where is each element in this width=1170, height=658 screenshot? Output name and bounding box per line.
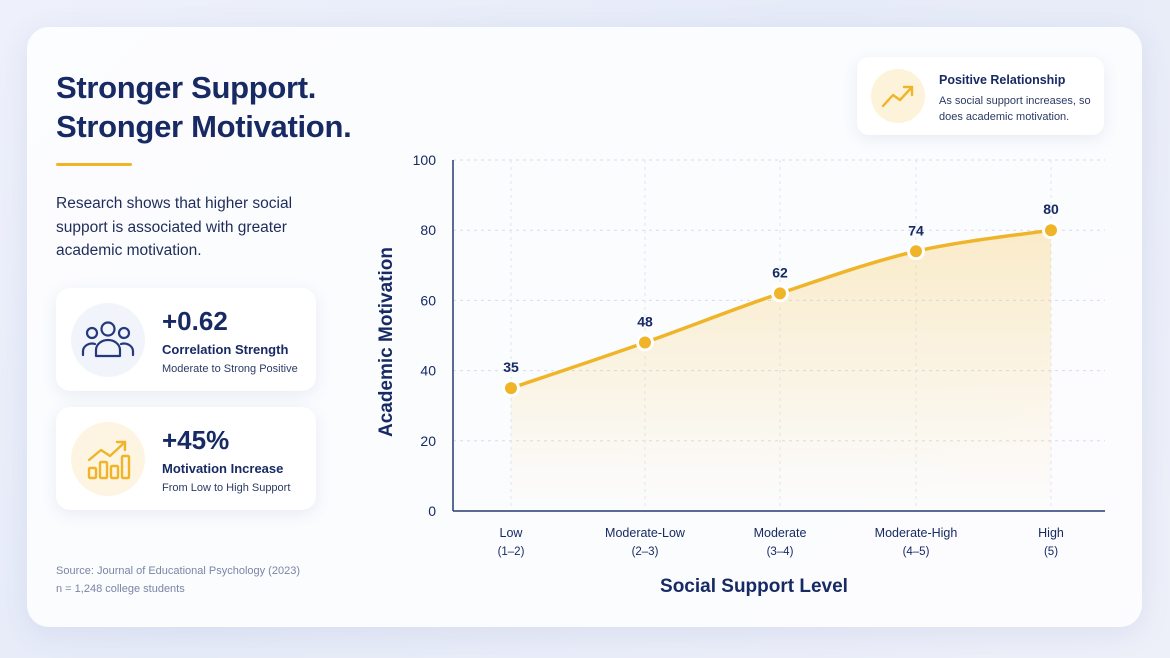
area-fill [511,230,1051,511]
people-icon [71,303,145,377]
data-point [907,242,925,261]
y-tick-label: 40 [420,363,436,379]
data-label: 62 [772,264,788,280]
callout-text: As social support increases, so does aca… [939,95,1091,123]
headline: Stronger Support. Stronger Motivation. [56,68,352,146]
y-tick-label: 0 [428,503,436,519]
x-axis-title: Social Support Level [660,576,848,597]
stat-label: Motivation Increase [162,461,284,476]
stat-value: +0.62 [162,306,228,336]
x-tick-sublabel: (4–5) [903,546,930,558]
y-tick-label: 60 [420,292,436,308]
x-tick-label: Moderate-Low [605,526,686,540]
trend-up-icon [871,69,925,123]
data-label: 48 [637,314,653,330]
x-tick-sublabel: (3–4) [767,546,794,558]
stat-label: Correlation Strength [162,342,289,357]
stat-sublabel: From Low to High Support [162,482,291,494]
source-citation: Source: Journal of Educational Psycholog… [56,565,300,577]
data-label: 80 [1043,201,1059,217]
headline-line-1: Stronger Support. [56,70,317,105]
x-tick-label: High [1038,526,1064,540]
stat-sublabel: Moderate to Strong Positive [162,363,298,375]
x-tick-label: Moderate-High [875,526,958,540]
callout-positive-relationship: Positive Relationship As social support … [857,57,1104,135]
stat-card-correlation: +0.62 Correlation Strength Moderate to S… [56,288,316,391]
x-tick-sublabel: (1–2) [498,546,525,558]
callout-title: Positive Relationship [939,73,1066,87]
y-tick-label: 20 [420,433,436,449]
sample-size: n = 1,248 college students [56,583,185,595]
data-label: 74 [908,222,924,238]
data-point [636,333,654,352]
stat-card-increase: +45% Motivation Increase From Low to Hig… [56,407,316,510]
intro-text: Research shows that higher social suppor… [56,195,293,259]
x-tick-label: Moderate [754,526,807,540]
data-point [771,284,789,303]
accent-divider [56,163,132,166]
data-point [1042,221,1060,240]
y-tick-label: 80 [420,222,436,238]
bar-chart-growth-icon [71,422,145,496]
source-note: Source: Journal of Educational Psycholog… [56,562,300,598]
data-label: 35 [503,359,519,375]
y-axis-title: Academic Motivation [376,247,397,437]
x-tick-sublabel: (5) [1044,546,1058,558]
y-tick-label: 100 [413,152,437,168]
headline-line-2: Stronger Motivation. [56,109,352,144]
x-tick-label: Low [500,526,524,540]
data-point [502,379,520,398]
x-tick-sublabel: (2–3) [632,546,659,558]
stat-value: +45% [162,425,230,455]
